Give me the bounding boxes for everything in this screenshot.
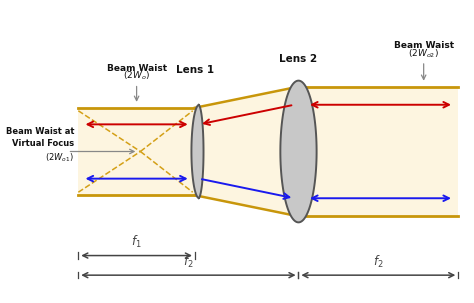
Text: $(2W_{o1})$: $(2W_{o1})$ (45, 151, 74, 164)
Polygon shape (299, 87, 458, 216)
Text: Virtual Focus: Virtual Focus (12, 139, 74, 148)
Text: Beam Waist: Beam Waist (393, 42, 454, 51)
Text: $f_2$: $f_2$ (183, 254, 194, 270)
Text: Lens 2: Lens 2 (279, 54, 318, 64)
Polygon shape (280, 81, 317, 222)
Polygon shape (78, 108, 195, 195)
Text: $f_2$: $f_2$ (373, 254, 383, 270)
Text: $(2W_o)$: $(2W_o)$ (123, 70, 150, 82)
Text: Beam Waist: Beam Waist (107, 64, 167, 73)
Text: $f_1$: $f_1$ (131, 234, 142, 250)
Text: Beam Waist at: Beam Waist at (6, 127, 74, 136)
Polygon shape (195, 87, 299, 216)
Text: $(2W_{o2})$: $(2W_{o2})$ (408, 47, 439, 59)
Polygon shape (191, 105, 203, 198)
Text: Lens 1: Lens 1 (176, 65, 214, 75)
